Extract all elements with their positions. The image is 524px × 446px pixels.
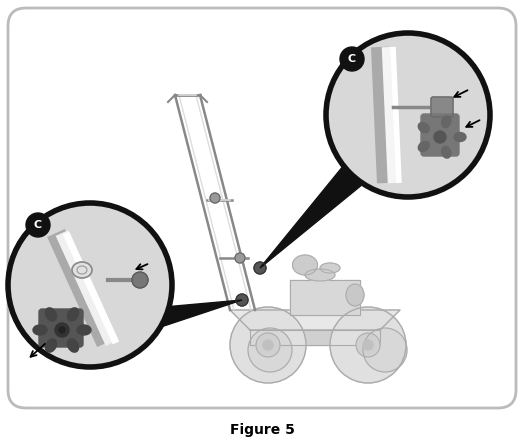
- Polygon shape: [250, 330, 380, 345]
- Ellipse shape: [33, 325, 47, 335]
- Circle shape: [363, 340, 373, 350]
- Ellipse shape: [46, 339, 57, 352]
- Polygon shape: [290, 280, 360, 315]
- Circle shape: [256, 333, 280, 357]
- Ellipse shape: [292, 255, 318, 275]
- Circle shape: [363, 328, 407, 372]
- Polygon shape: [230, 310, 400, 330]
- FancyBboxPatch shape: [421, 114, 459, 156]
- Polygon shape: [135, 300, 242, 330]
- Circle shape: [59, 327, 65, 333]
- Circle shape: [263, 340, 273, 350]
- Circle shape: [235, 253, 245, 263]
- Circle shape: [230, 307, 306, 383]
- Ellipse shape: [346, 284, 364, 306]
- Text: C: C: [348, 54, 356, 64]
- Text: Figure 5: Figure 5: [230, 423, 294, 437]
- Circle shape: [248, 328, 292, 372]
- FancyBboxPatch shape: [8, 8, 516, 408]
- Circle shape: [330, 307, 406, 383]
- Circle shape: [132, 272, 148, 288]
- Circle shape: [26, 213, 50, 237]
- Ellipse shape: [442, 116, 451, 128]
- Ellipse shape: [72, 262, 92, 278]
- Ellipse shape: [418, 141, 429, 152]
- Ellipse shape: [454, 132, 466, 141]
- Circle shape: [340, 47, 364, 71]
- Ellipse shape: [46, 308, 57, 321]
- Ellipse shape: [320, 263, 340, 273]
- Ellipse shape: [68, 339, 79, 352]
- Ellipse shape: [77, 325, 91, 335]
- Circle shape: [254, 262, 266, 274]
- Ellipse shape: [305, 269, 335, 281]
- Ellipse shape: [418, 123, 429, 132]
- Ellipse shape: [68, 308, 79, 321]
- Circle shape: [326, 33, 490, 197]
- Circle shape: [210, 193, 220, 203]
- FancyBboxPatch shape: [431, 97, 453, 117]
- Ellipse shape: [442, 146, 451, 158]
- Text: C: C: [34, 220, 42, 230]
- FancyBboxPatch shape: [39, 309, 83, 347]
- Circle shape: [8, 203, 172, 367]
- Circle shape: [434, 131, 446, 143]
- Circle shape: [236, 294, 248, 306]
- Circle shape: [55, 323, 69, 337]
- Circle shape: [356, 333, 380, 357]
- Polygon shape: [260, 152, 375, 268]
